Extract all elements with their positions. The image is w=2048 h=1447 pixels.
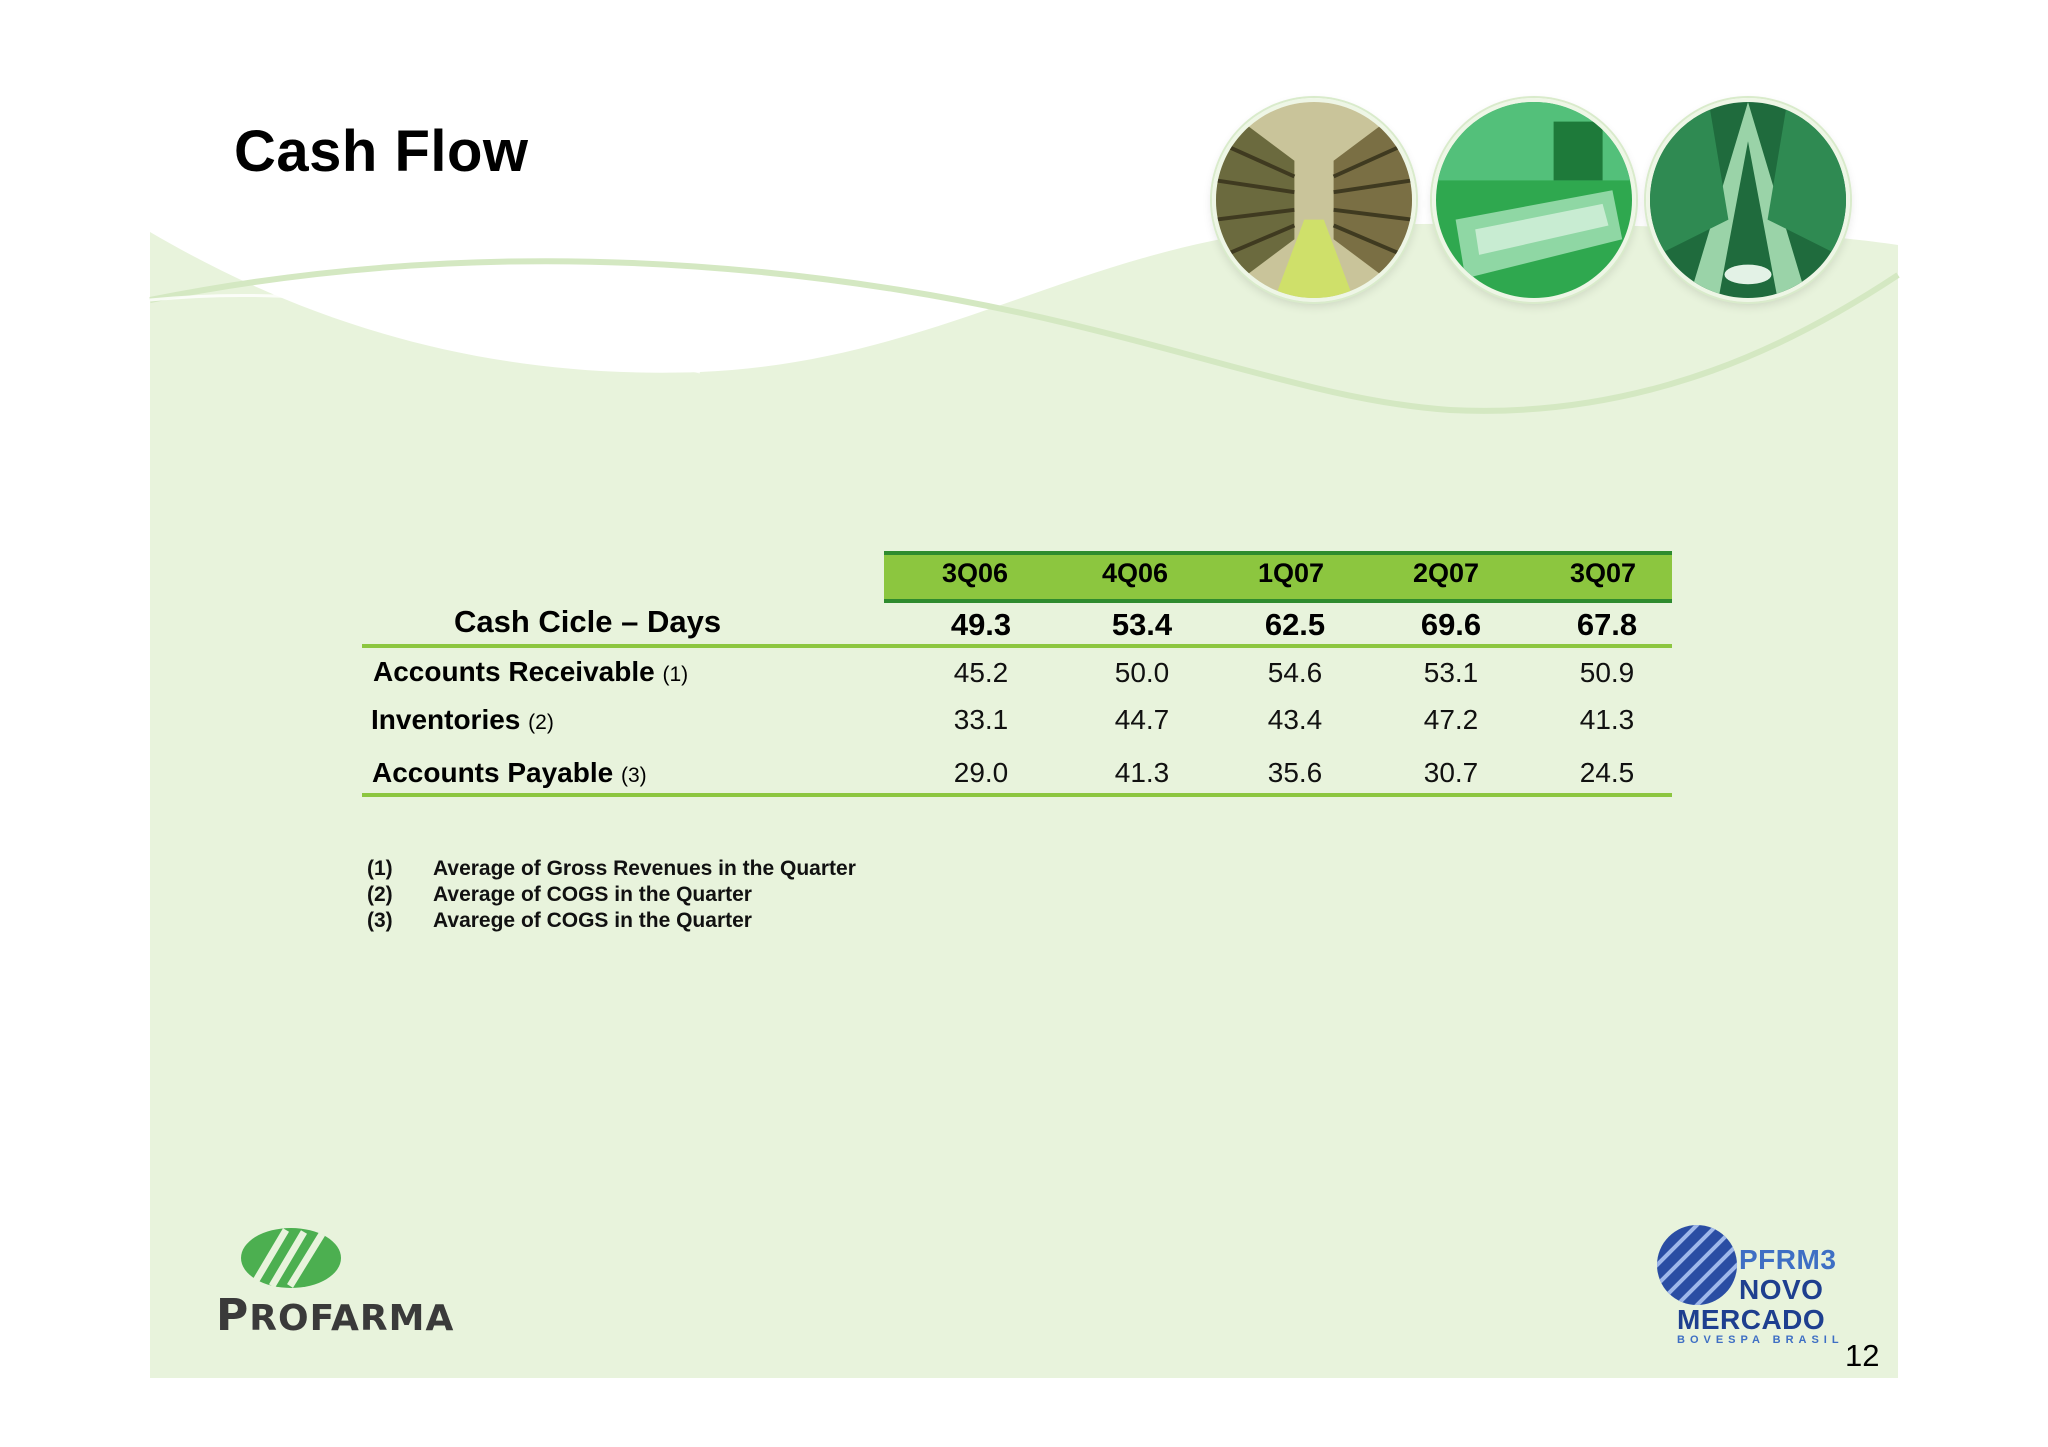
row-footnote-ref: (1) bbox=[662, 663, 689, 686]
table-header-band bbox=[884, 551, 1672, 603]
footnote-text: Average of COGS in the Quarter bbox=[433, 883, 752, 906]
table-cell: 45.2 bbox=[953, 657, 1009, 688]
warehouse-photo bbox=[1212, 98, 1416, 302]
profarma-logo-text: PROFARMA bbox=[216, 1290, 454, 1341]
row-label-text: Inventories bbox=[371, 704, 521, 735]
column-header: 3Q07 bbox=[1569, 558, 1637, 588]
cash-cycle-value: 49.3 bbox=[950, 607, 1012, 642]
footnote: (1) Average of Gross Revenues in the Quar… bbox=[367, 856, 856, 882]
column-header: 4Q06 bbox=[1101, 558, 1169, 588]
table-cell: 35.6 bbox=[1267, 757, 1323, 788]
footnote-text: Average of Gross Revenues in the Quarter bbox=[433, 857, 856, 880]
table-cell: 41.3 bbox=[1579, 704, 1635, 735]
table-cell: 53.1 bbox=[1423, 657, 1479, 688]
table-cell: 30.7 bbox=[1423, 757, 1479, 788]
footnote-text: Avarege of COGS in the Quarter bbox=[433, 909, 752, 932]
table-row-label: Accounts Receivable (1) bbox=[373, 656, 688, 688]
cash-cycle-value: 53.4 bbox=[1111, 607, 1173, 642]
novo-label: NOVO bbox=[1739, 1274, 1824, 1305]
row-footnote-ref: (3) bbox=[620, 764, 647, 787]
footnotes: (1) Average of Gross Revenues in the Quar… bbox=[367, 856, 856, 934]
column-header: 1Q07 bbox=[1257, 558, 1325, 588]
cash-cycle-value: 69.6 bbox=[1420, 607, 1482, 642]
page-number: 12 bbox=[1845, 1338, 1880, 1373]
cash-cycle-value: 62.5 bbox=[1264, 607, 1326, 642]
production-line-photo bbox=[1432, 98, 1636, 302]
logo-rest: ROFARMA bbox=[249, 1298, 455, 1339]
table-cell: 41.3 bbox=[1114, 757, 1170, 788]
page-title: Cash Flow bbox=[234, 119, 529, 184]
logo-initial: P bbox=[216, 1290, 250, 1341]
table-cell: 47.2 bbox=[1423, 704, 1479, 735]
row-label-text: Accounts Payable bbox=[372, 757, 614, 788]
footnote-number: (3) bbox=[367, 909, 393, 932]
bovespa-label: BOVESPA BRASIL bbox=[1677, 1334, 1844, 1346]
footnote-number: (2) bbox=[367, 883, 393, 906]
ticker-label: PFRM3 bbox=[1739, 1244, 1837, 1275]
footnote-number: (1) bbox=[367, 857, 393, 880]
table-cell: 50.9 bbox=[1579, 657, 1635, 688]
table-cell: 33.1 bbox=[953, 704, 1009, 735]
machinery-photo bbox=[1646, 98, 1850, 302]
row-label-text: Accounts Receivable bbox=[373, 656, 655, 687]
table-cell: 44.7 bbox=[1114, 704, 1170, 735]
table-cell: 43.4 bbox=[1267, 704, 1323, 735]
column-header: 2Q07 bbox=[1412, 558, 1480, 588]
cash-cycle-value: 67.8 bbox=[1576, 607, 1638, 642]
table-divider bbox=[362, 644, 1672, 648]
column-header: 3Q06 bbox=[941, 558, 1009, 588]
mercado-label: MERCADO bbox=[1677, 1304, 1826, 1335]
table-bottom-rule bbox=[362, 793, 1672, 797]
table-row-label: Accounts Payable (3) bbox=[372, 757, 647, 789]
footnote: (3) Avarege of COGS in the Quarter bbox=[367, 908, 856, 934]
profarma-logo-icon bbox=[241, 1228, 341, 1288]
table-cell: 54.6 bbox=[1267, 657, 1323, 688]
table-cell: 50.0 bbox=[1114, 657, 1170, 688]
row-footnote-ref: (2) bbox=[528, 711, 554, 734]
cash-cycle-label: Cash Cicle – Days bbox=[454, 604, 722, 639]
table-cell: 29.0 bbox=[953, 757, 1009, 788]
table-cell: 24.5 bbox=[1579, 757, 1635, 788]
novo-mercado-globe-icon bbox=[1657, 1225, 1737, 1305]
footnote: (2) Average of COGS in the Quarter bbox=[367, 882, 856, 908]
table-row-label: Inventories (2) bbox=[371, 704, 554, 736]
